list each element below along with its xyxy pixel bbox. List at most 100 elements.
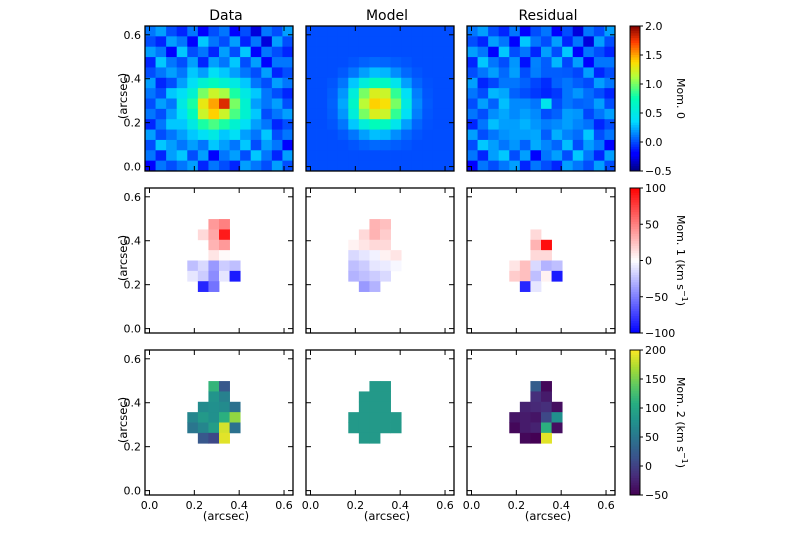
heatmap-cell [541, 108, 552, 120]
colorbar-segment [630, 415, 640, 419]
heatmap-cell [282, 129, 294, 141]
heatmap-cell [208, 250, 220, 261]
heatmap-cell [219, 119, 230, 130]
heatmap-cell [176, 98, 188, 110]
heatmap-cell [219, 160, 230, 172]
heatmap-cell [348, 160, 360, 172]
heatmap-cell [187, 88, 199, 99]
heatmap-cell [530, 239, 542, 251]
heatmap-cell [176, 77, 188, 89]
heatmap-cell [562, 150, 574, 162]
heatmap-cell [176, 88, 188, 99]
heatmap-cell [604, 36, 616, 48]
heatmap-cell [530, 57, 542, 68]
colorbar-segment [630, 434, 640, 438]
heatmap-cell [197, 270, 209, 282]
colorbar-segment [630, 207, 640, 211]
heatmap-cell [572, 160, 584, 172]
heatmap-cell [604, 150, 616, 162]
heatmap-cell [369, 219, 381, 230]
heatmap-cell [530, 391, 542, 403]
heatmap-cell [358, 239, 370, 251]
heatmap-cell [166, 26, 178, 37]
heatmap-cell [541, 139, 552, 151]
heatmap-cell [530, 229, 542, 241]
heatmap-cell [530, 412, 542, 423]
heatmap-cell [219, 401, 230, 413]
colorbar-segment [630, 441, 640, 445]
panel-3-data: 0.0 0.2 0.4 0.6 0.0 0.2 0.4 0.6 [124, 349, 294, 512]
heatmap-cell [477, 77, 489, 89]
heatmap-cell [176, 57, 188, 68]
colorbar-segment [630, 308, 640, 312]
heatmap-cell [380, 98, 391, 110]
heatmap-cell [250, 139, 262, 151]
heatmap-cell [467, 129, 478, 141]
heatmap-cell [197, 67, 209, 79]
heatmap-cell [509, 57, 521, 68]
heatmap-cell [358, 250, 370, 261]
heatmap-cell [261, 46, 273, 58]
heatmap-cell [166, 77, 178, 89]
heatmap-cell [562, 108, 574, 120]
colorbar-tick-label: 1.0 [645, 78, 663, 91]
heatmap-cell [337, 88, 349, 99]
colorbar-segment [630, 383, 640, 387]
heatmap-cell [467, 108, 478, 120]
heatmap-cell [219, 229, 230, 241]
colorbar-segment [630, 306, 640, 310]
heatmap-cell [443, 88, 455, 99]
heatmap-cell [541, 401, 552, 413]
heatmap-cell [261, 129, 273, 141]
heatmap-cell [187, 270, 199, 282]
heatmap-cell [551, 67, 563, 79]
heatmap-cell [541, 381, 552, 392]
heatmap-cell [337, 108, 349, 120]
heatmap-cell [316, 150, 328, 162]
heatmap-cell [337, 129, 349, 141]
heatmap-cell [509, 160, 521, 172]
heatmap-cell [261, 57, 273, 68]
heatmap-cell [306, 36, 317, 48]
colorbar-segment [630, 226, 640, 230]
heatmap-cell [443, 46, 455, 58]
heatmap-cell [208, 432, 220, 444]
heatmap-cell [337, 26, 349, 37]
heatmap-cell [271, 88, 283, 99]
x-tick-label: 0.0 [302, 499, 320, 512]
heatmap-cell [348, 98, 360, 110]
heatmap-cell [282, 77, 294, 89]
colorbar-segment [630, 236, 640, 240]
colorbar-segment [630, 362, 640, 365]
heatmap-cell [562, 129, 574, 141]
heatmap-cell [541, 260, 552, 272]
heatmap-cell [498, 139, 510, 151]
colorbar-segment [630, 166, 640, 170]
heatmap-cell [519, 26, 531, 37]
colorbar-segment [630, 151, 640, 155]
colorbar-segment [630, 113, 640, 116]
colorbar-segment [630, 33, 640, 37]
y-tick-label: 0.4 [124, 73, 142, 86]
heatmap-cell [348, 129, 360, 141]
heatmap-cell [306, 160, 317, 172]
heatmap-cell [401, 139, 413, 151]
heatmap-cell [316, 36, 328, 48]
colorbar-segment [630, 122, 640, 126]
heatmap-cell [422, 26, 434, 37]
heatmap-cell [443, 36, 455, 48]
heatmap-cell [327, 67, 339, 79]
colorbar-segment [630, 410, 640, 414]
heatmap-cell [551, 401, 563, 413]
heatmap-cell [604, 77, 616, 89]
heatmap-cell [443, 160, 455, 172]
colorbar-tick-label: 100 [645, 182, 666, 195]
heatmap-cell [358, 98, 370, 110]
heatmap-cell [443, 129, 455, 141]
heatmap-cell [551, 260, 563, 272]
heatmap-cell [240, 160, 252, 172]
heatmap-cell [488, 57, 500, 68]
heatmap-cell [369, 150, 381, 162]
heatmap-cell [390, 119, 402, 130]
heatmap-cell [443, 98, 455, 110]
